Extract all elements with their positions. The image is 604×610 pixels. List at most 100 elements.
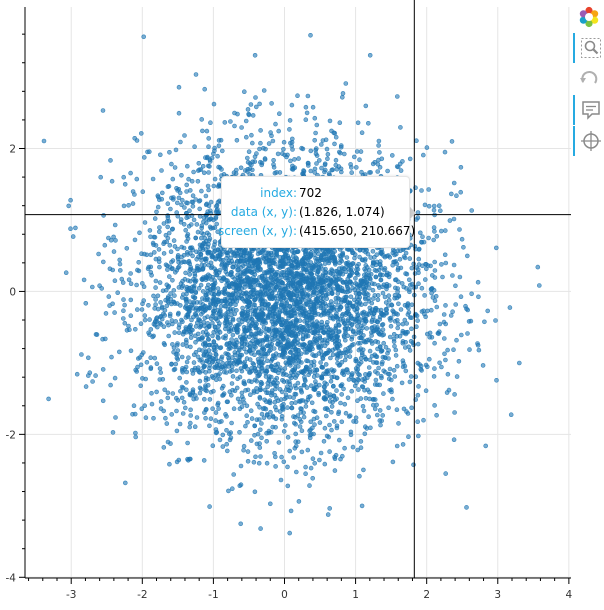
scatter-point xyxy=(248,102,254,107)
scatter-point xyxy=(437,360,442,366)
scatter-point xyxy=(268,264,274,270)
scatter-point xyxy=(448,313,454,318)
scatter-point xyxy=(213,215,219,220)
scatter-point xyxy=(324,146,330,152)
scatter-point xyxy=(126,203,131,208)
scatter-point xyxy=(224,399,230,405)
scatter-point xyxy=(316,311,321,317)
scatter-point xyxy=(236,277,241,283)
scatter-point xyxy=(293,255,299,260)
scatter-point xyxy=(423,388,429,394)
scatter-point xyxy=(268,130,273,135)
scatter-point xyxy=(191,314,196,320)
scatter-point xyxy=(387,334,393,340)
scatter-point xyxy=(179,244,184,250)
scatter-point xyxy=(143,415,149,421)
scatter-point xyxy=(168,291,173,296)
scatter-point xyxy=(171,288,177,293)
scatter-point xyxy=(251,302,256,307)
scatter-point xyxy=(188,264,193,270)
scatter-point xyxy=(193,393,198,398)
scatter-point xyxy=(386,356,391,361)
scatter-point xyxy=(345,318,351,324)
scatter-point xyxy=(206,144,211,149)
scatter-point xyxy=(308,427,313,433)
scatter-point xyxy=(376,331,382,337)
scatter-point xyxy=(365,121,371,126)
scatter-point xyxy=(296,358,302,363)
scatter-point xyxy=(205,332,211,337)
scatter-point xyxy=(136,259,141,265)
scatter-point xyxy=(469,208,475,213)
scatter-point xyxy=(290,324,295,330)
scatter-point xyxy=(388,323,394,329)
scatter-point xyxy=(203,375,209,381)
scatter-point xyxy=(249,132,254,138)
scatter-point xyxy=(152,250,157,255)
scatter-point xyxy=(400,442,406,447)
scatter-point xyxy=(273,424,278,430)
scatter-point xyxy=(323,362,329,367)
scatter-point xyxy=(331,419,337,424)
scatter-point xyxy=(296,499,302,504)
scatter-point xyxy=(408,374,414,379)
scatter-point xyxy=(454,374,460,379)
scatter-point xyxy=(324,433,330,439)
scatter-point xyxy=(317,420,323,425)
scatter-point xyxy=(175,256,181,262)
scatter-point xyxy=(303,464,308,470)
scatter-point xyxy=(250,361,256,366)
scatter-point xyxy=(152,355,158,361)
scatter-point xyxy=(272,450,277,456)
scatter-point xyxy=(149,401,155,407)
scatter-point xyxy=(535,264,541,270)
scatter-point xyxy=(185,200,190,206)
scatter-point xyxy=(390,396,395,402)
scatter-point xyxy=(398,248,403,253)
scatter-point xyxy=(168,206,173,212)
scatter-point xyxy=(285,405,290,410)
scatter-point xyxy=(272,333,278,338)
scatter-point xyxy=(206,136,211,141)
scatter-point xyxy=(493,245,499,251)
scatter-point xyxy=(123,480,128,486)
scatter-point xyxy=(248,290,254,295)
scatter-point xyxy=(256,460,262,466)
scatter-point xyxy=(320,340,325,346)
scatter-point xyxy=(127,327,132,333)
scatter-point xyxy=(368,255,374,260)
scatter-point xyxy=(280,377,285,383)
scatter-point xyxy=(354,263,360,269)
scatter-point xyxy=(443,357,448,363)
scatter-point xyxy=(83,300,89,306)
scatter-point xyxy=(244,304,250,310)
scatter-point xyxy=(464,505,469,510)
scatter-point xyxy=(370,249,376,254)
scatter-point xyxy=(476,294,481,300)
scatter-point xyxy=(140,301,145,307)
scatter-point xyxy=(376,285,382,290)
scatter-point xyxy=(241,447,246,453)
scatter-point xyxy=(203,303,208,309)
scatter-point xyxy=(166,230,172,236)
scatter-point xyxy=(142,220,148,225)
scatter-point xyxy=(204,406,209,412)
scatter-point xyxy=(309,264,315,270)
scatter-point xyxy=(372,382,378,387)
scatter-point xyxy=(111,234,116,240)
scatter-point xyxy=(181,399,187,405)
scatter-point xyxy=(369,353,375,359)
scatter-plot[interactable]: -3 -2 -1 0 1 2 3 4-4-202 xyxy=(0,0,572,610)
scatter-point xyxy=(301,267,306,272)
scatter-point xyxy=(253,95,258,100)
scatter-point xyxy=(151,234,157,240)
scatter-point xyxy=(322,461,328,467)
scatter-point xyxy=(288,350,293,355)
scatter-point xyxy=(247,258,253,263)
scatter-point xyxy=(353,165,359,170)
scatter-point xyxy=(258,283,264,289)
scatter-point xyxy=(287,394,293,400)
scatter-point xyxy=(281,459,287,465)
scatter-point xyxy=(265,276,271,282)
scatter-point xyxy=(172,293,177,298)
